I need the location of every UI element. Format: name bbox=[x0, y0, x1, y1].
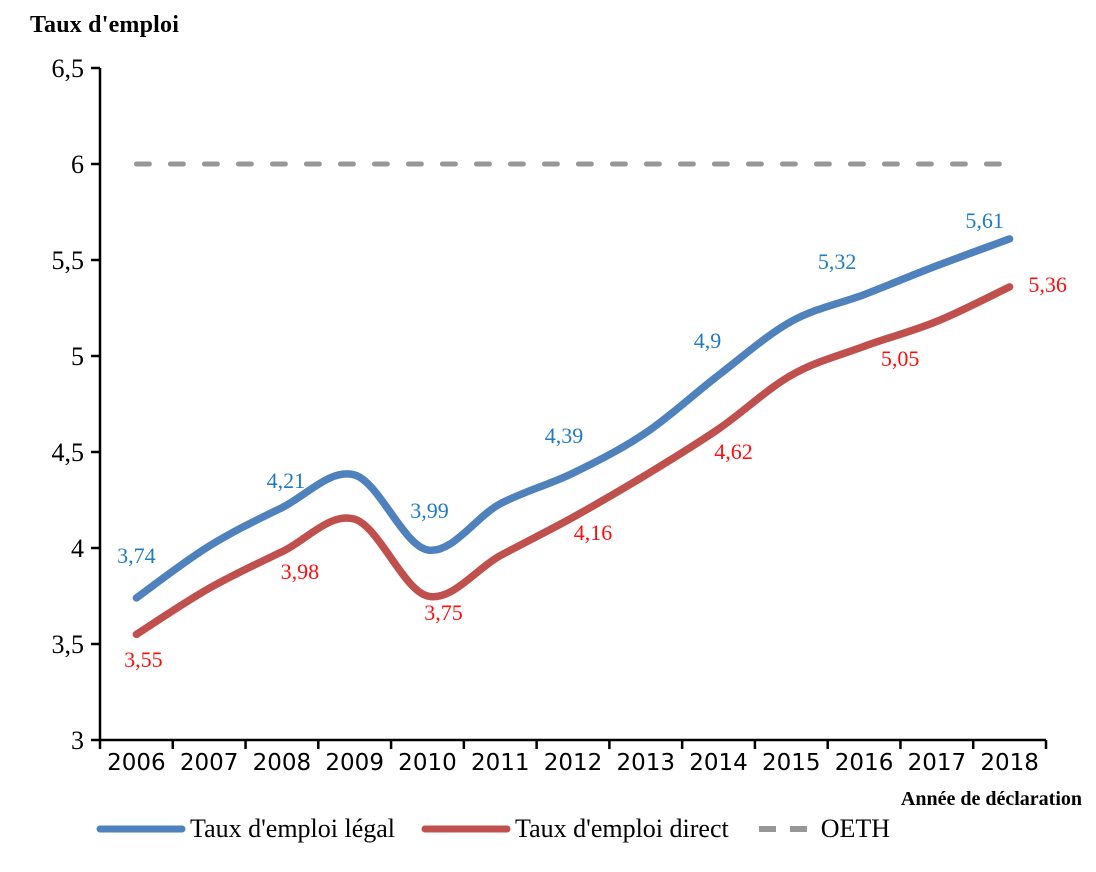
legend-label-oeth: OETH bbox=[820, 814, 891, 843]
y-axis-tick-label: 5,5 bbox=[51, 246, 85, 275]
data-label: 3,98 bbox=[280, 558, 320, 584]
x-axis-tick-label: 2007 bbox=[179, 750, 239, 776]
x-axis-tick-label: 2012 bbox=[543, 750, 603, 776]
x-axis-tick-label: 2010 bbox=[398, 750, 457, 776]
data-label: 3,75 bbox=[424, 600, 463, 625]
legend-label-legal: Taux d'emploi légal bbox=[190, 814, 396, 843]
legend-blue-line-icon bbox=[96, 825, 186, 833]
x-axis-tick-label: 2009 bbox=[325, 750, 384, 776]
x-axis-tick-label: 2016 bbox=[834, 750, 894, 776]
legend-item-legal: Taux d'emploi légal bbox=[96, 814, 395, 844]
chart-title: Taux d'emploi bbox=[30, 12, 180, 38]
x-axis-tick-label: 2018 bbox=[980, 750, 1039, 776]
legend-item-direct: Taux d'emploi direct bbox=[421, 814, 729, 844]
y-axis-tick-label: 5 bbox=[71, 342, 84, 371]
y-axis-tick-label: 6 bbox=[71, 150, 84, 179]
legend-red-line-icon bbox=[421, 825, 511, 833]
data-label: 4,21 bbox=[266, 467, 306, 493]
data-label: 4,62 bbox=[714, 438, 753, 464]
data-label: 4,39 bbox=[544, 423, 584, 449]
y-axis-tick-label: 3,5 bbox=[51, 630, 85, 659]
y-axis-tick-label: 4,5 bbox=[51, 438, 85, 467]
y-axis-tick-label: 3 bbox=[71, 726, 84, 755]
y-axis-tick-label: 6,5 bbox=[51, 54, 85, 83]
x-axis-tick-label: 2008 bbox=[252, 750, 312, 776]
x-axis-title: Année de déclaration bbox=[900, 788, 1082, 810]
data-label: 5,05 bbox=[880, 346, 920, 372]
x-axis-tick-label: 2015 bbox=[762, 750, 821, 776]
data-label: 5,36 bbox=[1028, 271, 1067, 297]
x-axis-tick-label: 2011 bbox=[470, 750, 530, 776]
data-label: 4,16 bbox=[573, 520, 613, 546]
x-axis-tick-label: 2014 bbox=[689, 750, 748, 776]
data-label: 5,32 bbox=[817, 248, 857, 274]
legend-dashed-line-icon bbox=[758, 826, 813, 832]
x-axis-tick-label: 2006 bbox=[107, 750, 166, 776]
legend-label-direct: Taux d'emploi direct bbox=[515, 814, 729, 843]
data-label: 4,9 bbox=[693, 328, 722, 354]
legend-item-oeth: OETH bbox=[755, 814, 890, 844]
legend: Taux d'emploi légal Taux d'emploi direct… bbox=[96, 814, 890, 844]
data-label: 3,74 bbox=[117, 542, 156, 568]
x-axis-tick-label: 2013 bbox=[616, 750, 676, 776]
x-axis-tick-label: 2017 bbox=[907, 750, 967, 776]
data-label: 3,55 bbox=[124, 647, 163, 673]
data-label: 3,99 bbox=[410, 497, 449, 523]
data-label: 5,61 bbox=[965, 207, 1004, 233]
y-axis-tick-label: 4 bbox=[71, 534, 84, 563]
